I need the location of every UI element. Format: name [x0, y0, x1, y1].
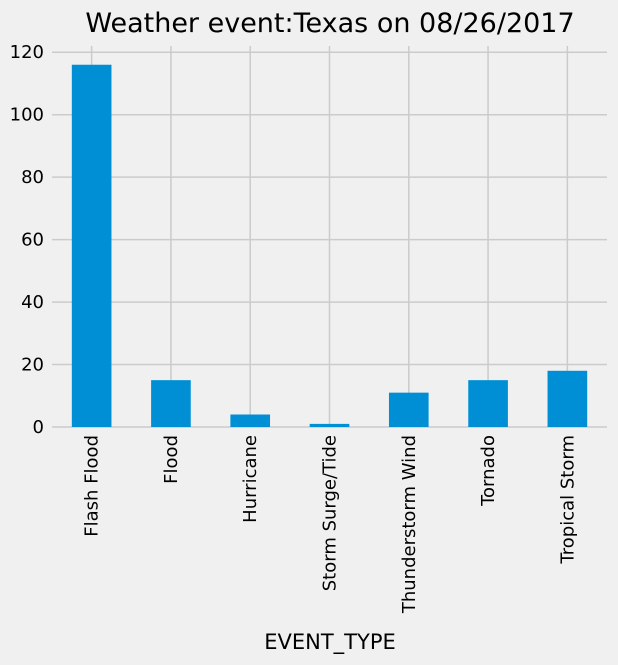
y-tick-label: 60 — [21, 230, 44, 251]
x-tick-label: Storm Surge/Tide — [320, 435, 341, 591]
x-tick-label: Tropical Storm — [557, 435, 578, 565]
bar-flood — [151, 380, 191, 427]
x-tick-label: Flash Flood — [82, 435, 103, 537]
bar-tornado — [468, 380, 508, 427]
bar-thunderstorm-wind — [388, 392, 429, 427]
bar-flash-flood — [71, 64, 112, 427]
y-tick-label: 80 — [21, 167, 44, 188]
y-tick-label: 120 — [10, 42, 44, 63]
grid-lines — [52, 46, 607, 428]
bar-storm-surge-tide — [309, 423, 350, 427]
bars — [71, 64, 588, 427]
x-tick-label: Flood — [161, 435, 182, 484]
x-tick-label: Tornado — [478, 435, 499, 507]
x-tick-label: Thunderstorm Wind — [399, 435, 420, 614]
y-tick-label: 20 — [21, 355, 44, 376]
y-tick-label: 0 — [33, 417, 44, 438]
y-tick-label: 40 — [21, 292, 44, 313]
chart-title: Weather event:Texas on 08/26/2017 — [85, 8, 574, 39]
x-axis-ticks: Flash Flood Flood Hurricane Storm Surge/Tid… — [82, 435, 579, 614]
bar-tropical-storm — [547, 370, 588, 427]
x-axis-label: EVENT_TYPE — [264, 630, 396, 655]
x-tick-label: Hurricane — [240, 435, 261, 523]
y-axis-ticks: 0 20 40 60 80 100 120 — [10, 42, 44, 438]
bar-hurricane — [230, 414, 271, 427]
y-tick-label: 100 — [10, 105, 44, 126]
